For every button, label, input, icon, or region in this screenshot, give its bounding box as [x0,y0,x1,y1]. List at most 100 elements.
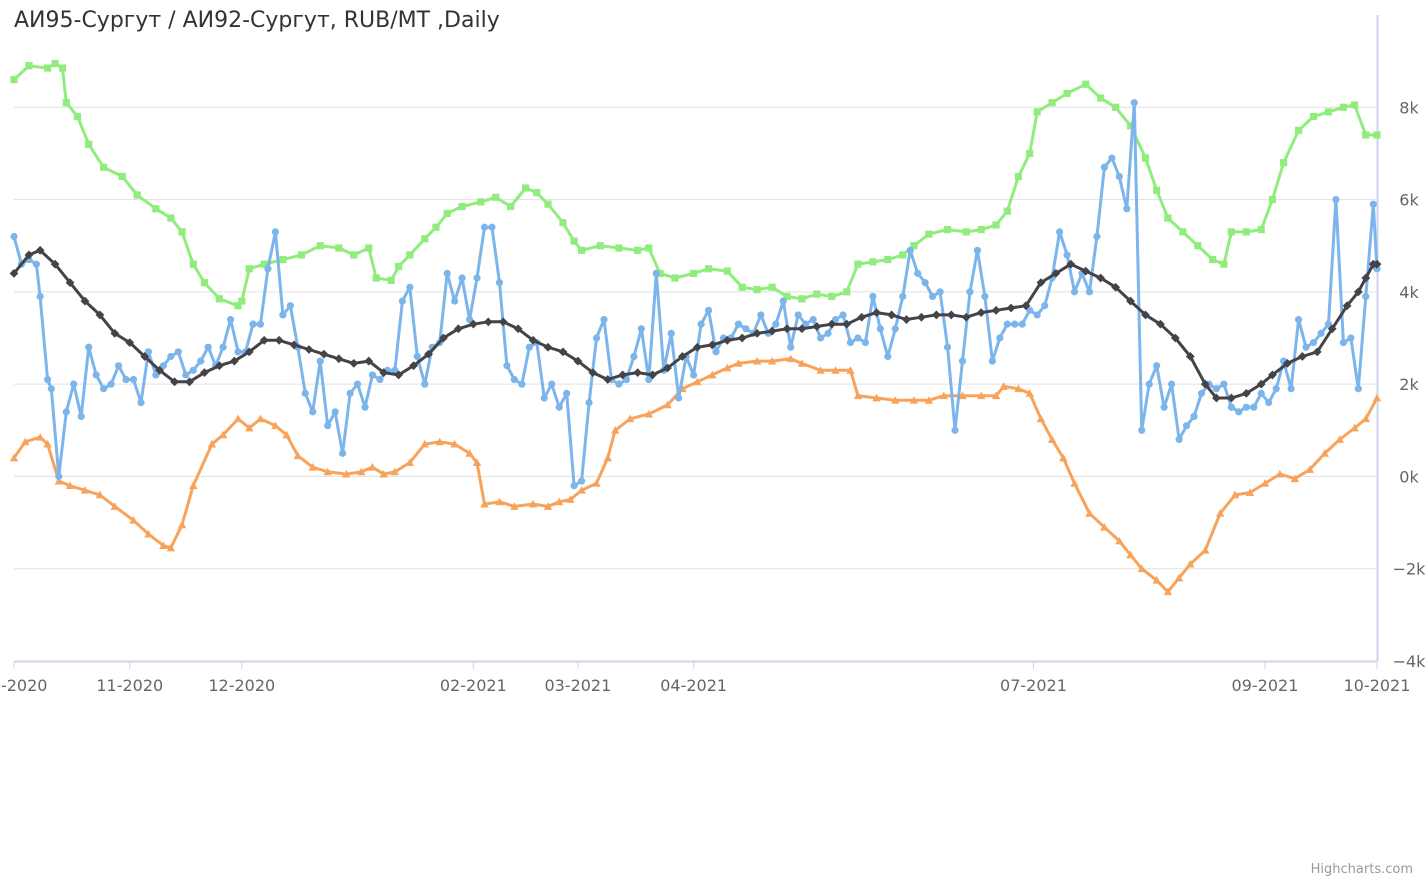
data-point [1268,195,1277,204]
data-point [555,403,563,411]
data-point [1342,301,1352,311]
data-point [1063,89,1071,98]
data-point [910,242,918,250]
data-point [652,269,660,277]
data-point [361,403,369,411]
data-point [1260,479,1270,487]
data-point [264,265,272,273]
data-point [1160,403,1168,411]
data-point [1373,131,1381,139]
data-point [458,274,466,282]
data-point [555,497,564,506]
data-point [939,391,949,400]
data-point [144,348,153,356]
data-point [1185,352,1195,361]
data-point [634,246,642,254]
data-point [1108,154,1116,162]
x-tick-label: 03-2021 [544,676,611,695]
data-point [544,200,552,208]
data-point [925,230,933,238]
data-point [734,359,743,367]
data-point [976,308,986,318]
data-point [988,357,996,365]
series-lines [9,59,1382,596]
data-point [1156,319,1165,329]
data-point [1011,320,1019,328]
data-point [122,375,130,384]
data-point [1317,329,1325,337]
data-point [625,414,635,423]
data-point [1220,380,1228,388]
data-point [80,486,90,494]
data-point [630,352,638,361]
data-point [364,356,374,366]
data-point [1063,251,1071,259]
data-point [9,269,19,278]
data-point [872,308,882,318]
data-point [129,375,138,384]
data-point [1163,587,1173,596]
data-point [10,232,18,241]
data-point [100,163,108,171]
data-point [917,312,926,322]
data-point [95,490,105,499]
data-point [543,502,553,510]
data-point [1200,379,1210,389]
data-point [570,237,578,245]
data-point [420,439,429,448]
data-point [308,463,317,471]
data-point [510,502,519,510]
data-point [379,368,389,378]
data-point [62,99,70,107]
data-point [368,463,377,471]
data-point [1186,559,1195,568]
data-point [1194,242,1202,250]
data-point [1312,347,1322,357]
data-point [480,499,489,508]
data-point [174,348,182,356]
data-point [465,449,474,457]
data-point [309,408,317,416]
data-point [1179,228,1187,236]
data-point [50,259,60,269]
data-point [723,267,731,275]
data-point [752,356,762,365]
data-point [249,320,257,328]
data-point [1126,550,1135,559]
data-point [58,64,67,72]
series-1 [10,59,1381,310]
data-point [77,412,85,421]
data-point [899,292,907,301]
data-point [543,342,553,352]
data-point [548,380,556,388]
x-tick-label: 09-2021 [1232,676,1299,695]
data-point [1096,273,1106,283]
data-point [1339,339,1347,347]
data-point [772,320,780,328]
data-point [961,312,971,322]
data-point [1097,94,1105,102]
data-point [782,324,792,334]
data-point [712,348,720,356]
data-point [1026,306,1034,314]
data-point [1257,225,1265,234]
data-point [1138,426,1146,434]
data-point [577,486,586,494]
data-point [887,310,896,320]
data-point [55,472,63,481]
data-point [1361,414,1370,423]
x-tick-label: 10-2020 [0,676,47,695]
axes [13,15,1379,669]
data-point [645,375,653,384]
data-point [737,333,747,343]
data-point [391,366,399,374]
data-point [189,260,197,268]
credits-link[interactable]: Highcharts.com [1310,862,1413,877]
data-point [622,375,631,384]
data-point [197,357,205,365]
data-point [1242,403,1250,411]
data-point [1350,101,1359,109]
data-point [110,502,120,510]
data-point [521,184,530,192]
